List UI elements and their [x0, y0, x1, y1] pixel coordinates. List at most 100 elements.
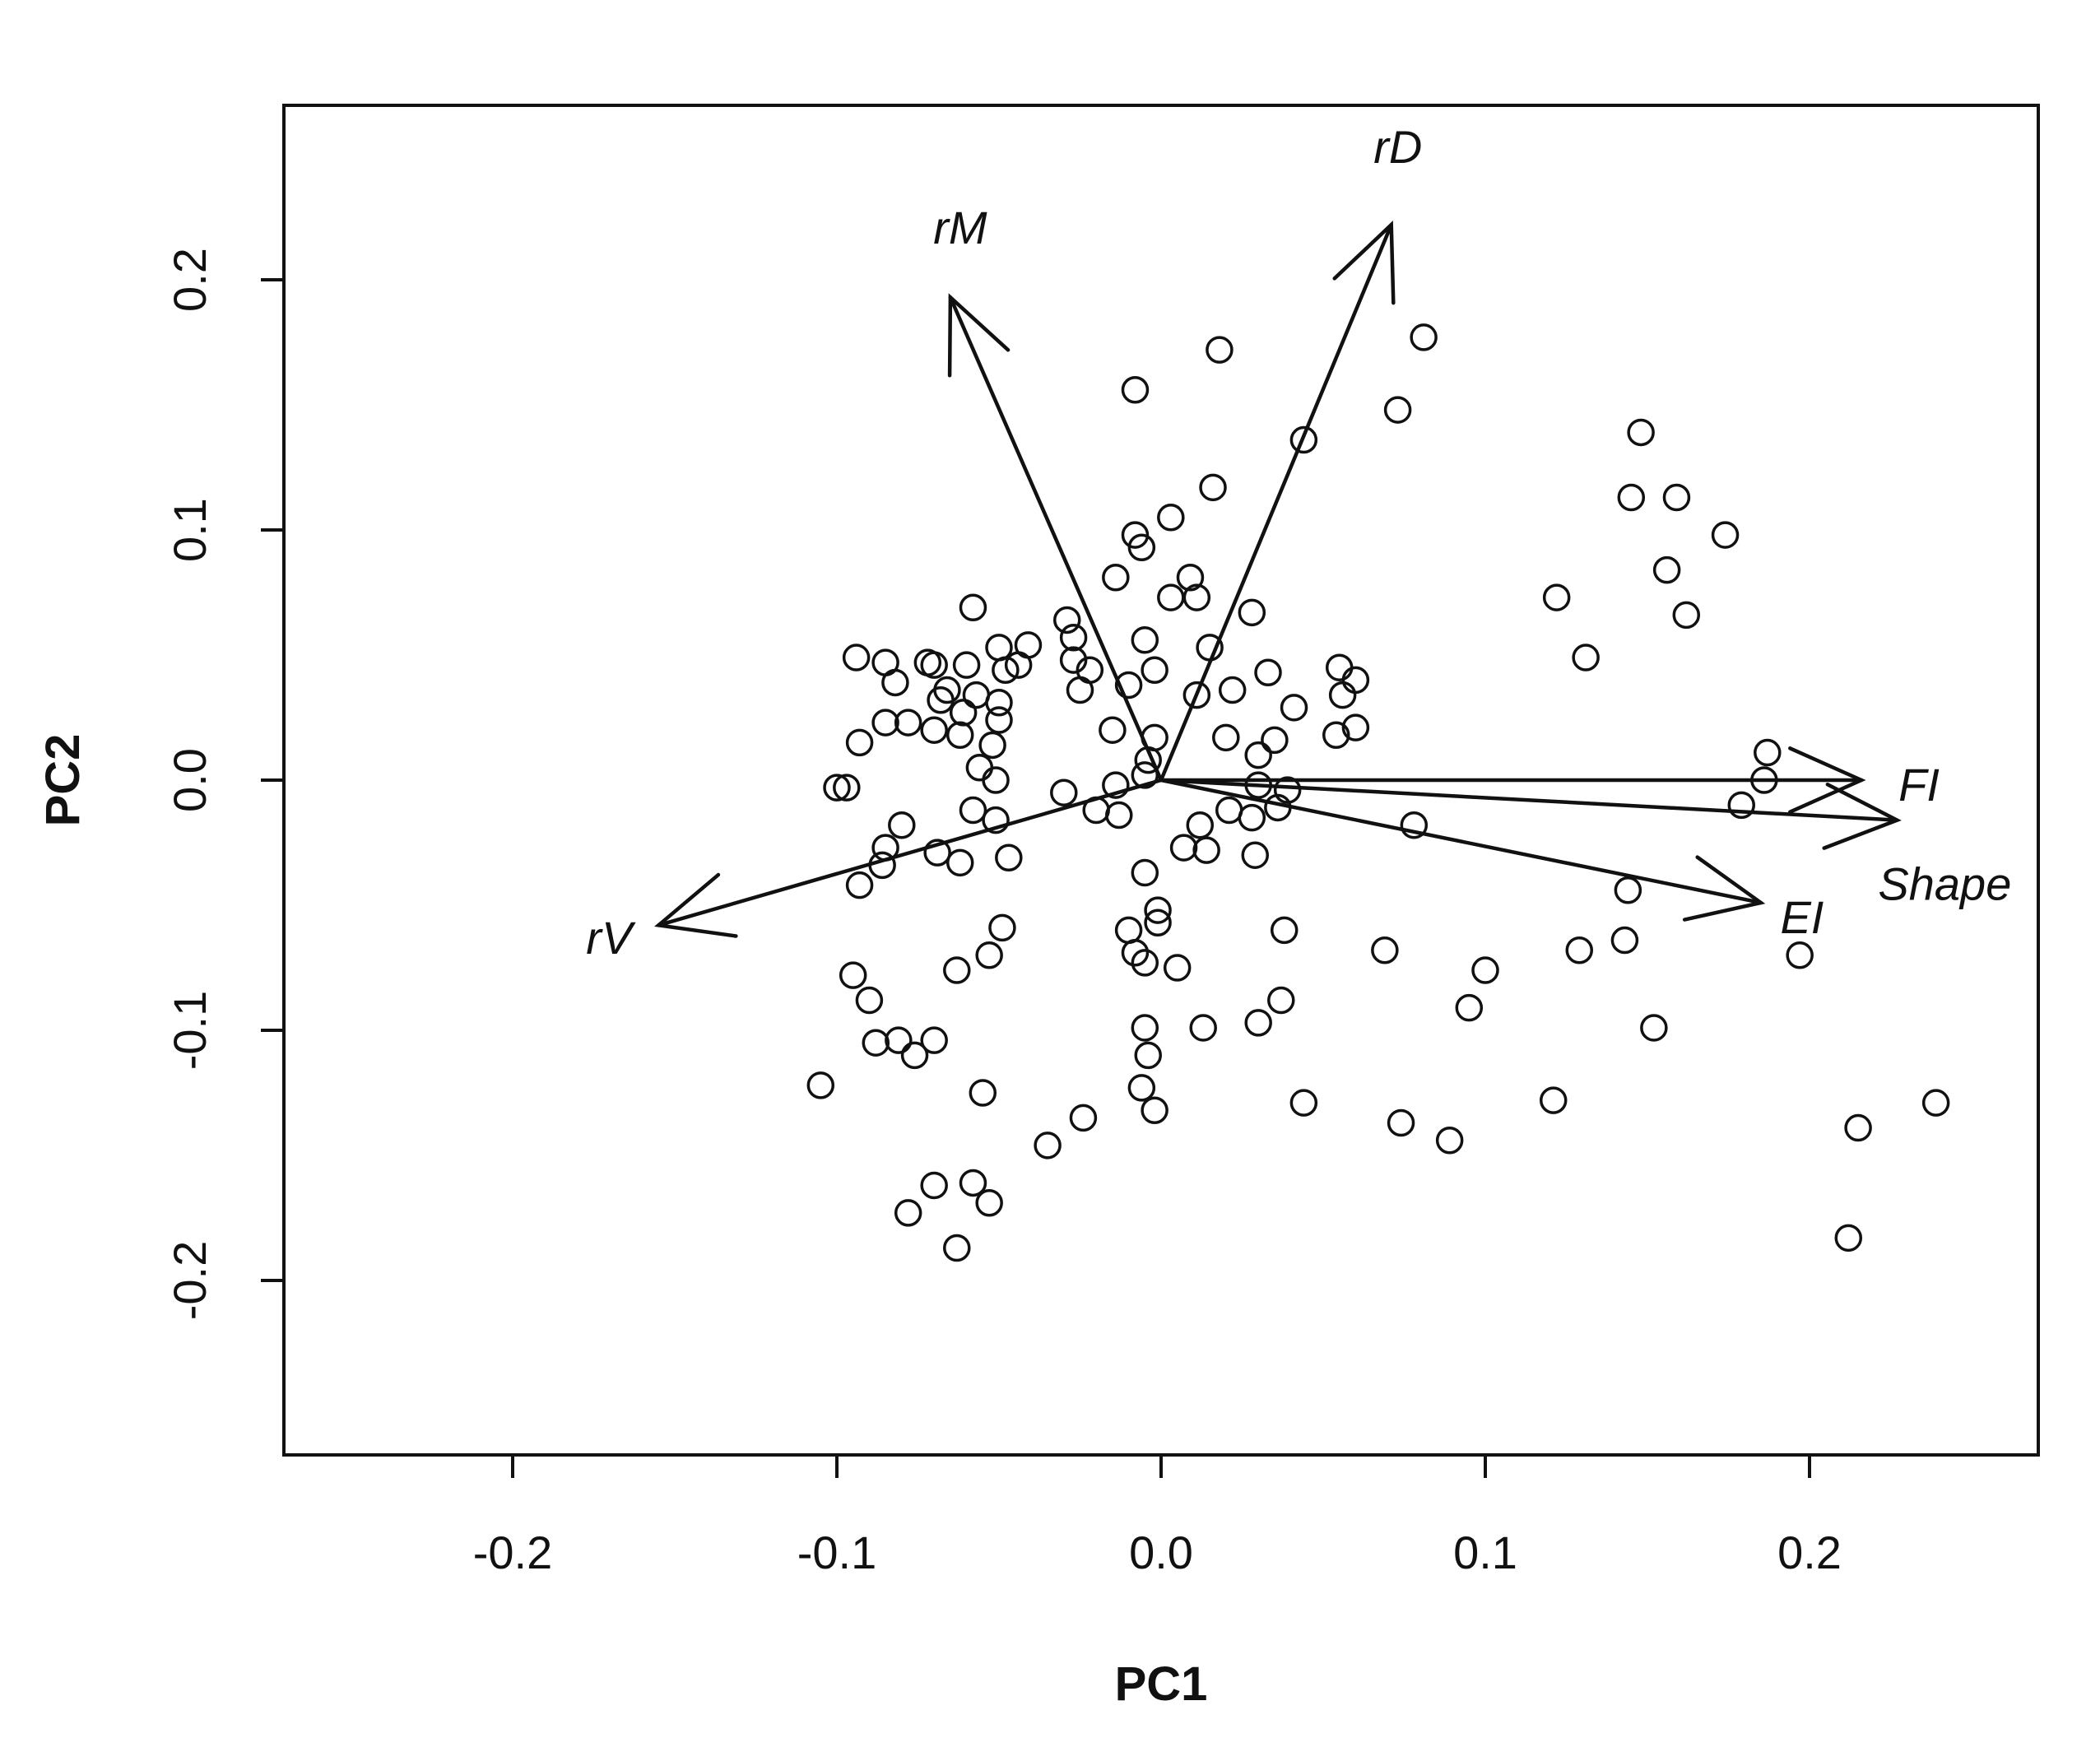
data-point — [920, 1171, 948, 1200]
data-point — [1617, 483, 1646, 512]
data-point — [1672, 601, 1701, 630]
data-point — [1157, 583, 1185, 611]
data-point — [1141, 1096, 1168, 1125]
vector-fi: FI — [1159, 746, 1940, 814]
data-point — [1059, 646, 1088, 674]
data-point — [982, 766, 1010, 794]
data-point — [1127, 1074, 1156, 1102]
data-point — [985, 706, 1013, 734]
y-tick-label: 0.1 — [164, 498, 216, 562]
data-points — [806, 323, 1950, 1262]
data-point — [1121, 521, 1150, 549]
vector-shaft — [657, 778, 1164, 927]
data-point — [965, 754, 994, 782]
data-point — [1455, 993, 1484, 1022]
x-tick-label: -0.1 — [797, 1527, 877, 1578]
x-tick-label: 0.0 — [1129, 1527, 1193, 1578]
data-point — [1131, 626, 1159, 654]
data-point — [845, 728, 874, 757]
data-point — [962, 681, 991, 709]
data-point — [1131, 1014, 1159, 1042]
vector-shaft — [1159, 778, 1899, 822]
data-point — [1131, 949, 1159, 977]
vector-arrowhead — [653, 872, 738, 938]
vector-shaft — [1159, 222, 1393, 783]
data-point — [806, 1071, 835, 1099]
data-point — [1786, 941, 1814, 969]
vector-label: rD — [1373, 121, 1422, 173]
data-point — [1322, 721, 1350, 750]
data-point — [1400, 811, 1429, 839]
data-point — [975, 941, 1003, 969]
data-point — [823, 774, 851, 802]
data-point — [1387, 1108, 1415, 1137]
y-tick-label: 0.0 — [164, 748, 216, 812]
data-point — [949, 699, 978, 727]
data-point — [1711, 521, 1740, 549]
data-point — [943, 956, 971, 984]
data-point — [1102, 564, 1130, 592]
data-point — [894, 709, 922, 737]
data-point — [1572, 644, 1600, 672]
data-point — [1141, 656, 1168, 684]
data-point — [839, 961, 867, 989]
vector-arrowhead — [1788, 746, 1866, 814]
data-point — [1383, 396, 1412, 424]
data-point — [1410, 323, 1438, 351]
data-point — [1341, 666, 1370, 695]
data-point — [1004, 651, 1033, 679]
data-point — [1238, 598, 1266, 627]
data-point — [1834, 1224, 1863, 1252]
vector-shaft — [1159, 778, 1763, 905]
data-point — [1066, 676, 1094, 704]
vector-rm: rM — [933, 202, 1164, 783]
vector-arrowhead — [1682, 855, 1766, 922]
data-point — [1114, 671, 1143, 699]
data-point — [881, 668, 909, 697]
data-point — [1127, 533, 1156, 562]
data-point — [945, 721, 974, 750]
data-point — [885, 1026, 913, 1054]
data-point — [1289, 1089, 1318, 1117]
vector-label: Shape — [1878, 857, 2011, 909]
data-point — [920, 651, 948, 679]
data-point — [1261, 726, 1289, 755]
data-point — [982, 806, 1010, 834]
data-point — [995, 843, 1023, 871]
data-point — [1652, 555, 1681, 584]
data-point — [1034, 1132, 1062, 1159]
x-axis-title: PC1 — [1115, 1657, 1208, 1711]
data-point — [894, 1199, 922, 1227]
vector-arrowhead — [1332, 221, 1396, 305]
x-tick-label: 0.2 — [1777, 1527, 1842, 1578]
data-point — [923, 839, 951, 867]
data-point — [1754, 738, 1782, 767]
vector-label: rM — [933, 202, 987, 253]
data-point — [988, 913, 1016, 942]
data-point — [1069, 1104, 1098, 1132]
y-tick-label: 0.2 — [164, 248, 216, 312]
data-point — [1267, 986, 1295, 1015]
data-point — [1176, 564, 1205, 592]
data-point — [920, 1026, 948, 1054]
data-point — [845, 871, 874, 899]
data-point — [1254, 658, 1282, 687]
data-point — [842, 644, 871, 672]
data-point — [959, 593, 987, 621]
data-point — [1131, 858, 1159, 887]
data-point — [1662, 483, 1691, 512]
data-point — [1169, 834, 1198, 862]
vector-rv: rV — [586, 778, 1164, 964]
vector-label: FI — [1898, 759, 1940, 811]
data-point — [992, 656, 1020, 684]
data-point — [1199, 473, 1227, 502]
data-point — [1627, 418, 1655, 447]
data-point — [1134, 1041, 1162, 1070]
data-point — [1844, 1113, 1872, 1142]
data-point — [1144, 896, 1172, 924]
data-point — [975, 1189, 1003, 1217]
data-point — [1189, 1014, 1217, 1042]
vector-arrowhead — [947, 293, 1011, 378]
data-point — [1280, 694, 1308, 722]
data-point — [927, 685, 955, 714]
